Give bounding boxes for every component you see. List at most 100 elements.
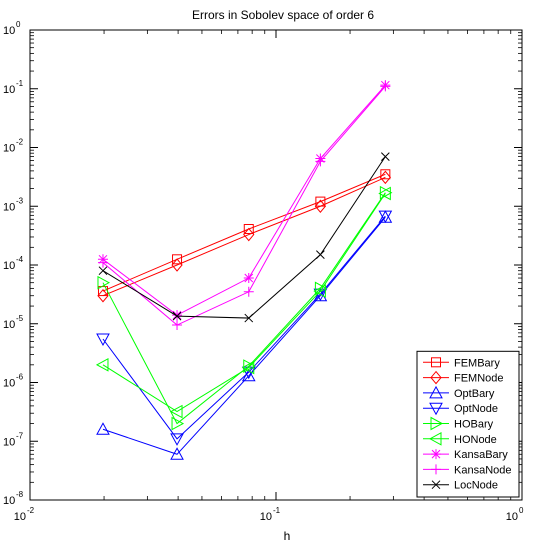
y-tick-label: 100 — [3, 20, 21, 37]
y-tick-exp: -8 — [16, 490, 24, 499]
x-tick-exp: 0 — [519, 506, 524, 515]
y-tick-exp: -7 — [16, 431, 24, 440]
data-point — [241, 360, 255, 375]
data-point — [171, 258, 183, 272]
data-point — [97, 257, 108, 268]
y-tick-label: 10-8 — [3, 490, 24, 507]
data-point — [316, 250, 325, 260]
series-locnode — [98, 152, 390, 323]
data-point — [431, 357, 441, 368]
y-tick-exp: -2 — [16, 138, 24, 147]
legend-label: KansaBary — [454, 449, 508, 461]
legend-label: FEMBary — [454, 357, 500, 369]
axis-ticks: 10-210-110010010-110-210-310-410-510-610… — [3, 20, 524, 523]
y-tick-label: 10-2 — [3, 138, 24, 155]
data-point — [172, 254, 183, 265]
x-tick-base: 10 — [506, 511, 518, 523]
legend-item-hobary: HOBary — [423, 416, 494, 431]
y-tick-label: 10-4 — [3, 255, 24, 272]
series-kansanode — [97, 81, 391, 331]
y-tick-base: 10 — [3, 143, 15, 155]
x-tick-base: 10 — [14, 511, 26, 523]
data-point — [95, 357, 109, 372]
series-optnode — [96, 210, 393, 446]
data-point — [96, 422, 110, 435]
y-tick-exp: 0 — [16, 20, 21, 29]
data-point — [380, 152, 390, 161]
data-point — [243, 286, 254, 297]
series-line-optbary — [102, 216, 386, 455]
legend-label: OptNode — [454, 403, 498, 415]
y-tick-exp: -6 — [16, 373, 24, 382]
y-tick-label: 10-7 — [3, 431, 24, 448]
data-point — [243, 227, 255, 242]
legend-box — [416, 350, 520, 498]
data-point — [97, 288, 109, 303]
series-femnode — [97, 170, 392, 303]
data-point — [379, 170, 392, 185]
data-point — [170, 433, 184, 446]
y-tick-label: 10-3 — [3, 196, 24, 213]
data-point — [314, 281, 328, 296]
data-point — [431, 464, 441, 475]
series-line-hobary — [102, 192, 386, 425]
y-tick-label: 10-5 — [3, 314, 24, 331]
data-point — [172, 320, 183, 331]
y-tick-base: 10 — [3, 319, 15, 331]
data-point — [315, 156, 326, 167]
x-tick-label: 10-2 — [14, 506, 35, 523]
data-point — [172, 311, 182, 321]
series-line-kansabary — [102, 84, 386, 316]
y-tick-exp: -4 — [16, 255, 24, 264]
data-point — [243, 273, 254, 284]
data-point — [243, 223, 254, 234]
legend-item-kansanode: KansaNode — [423, 464, 512, 476]
y-tick-exp: -5 — [16, 314, 24, 323]
data-point — [430, 416, 444, 431]
legend-item-locnode: LocNode — [423, 480, 498, 492]
chart-title: Errors in Sobolev space of order 6 — [192, 8, 374, 22]
legend: FEMBary FEMNode OptBary OptNode HOBary HONode… — [416, 350, 520, 498]
series-line-optnode — [102, 215, 386, 440]
legend-item-kansabary: KansaBary — [423, 449, 508, 461]
series-fembary — [97, 169, 391, 297]
legend-label: OptBary — [454, 388, 495, 400]
data-point — [431, 480, 441, 490]
x-tick-label: 100 — [506, 506, 524, 523]
y-tick-base: 10 — [3, 201, 15, 213]
y-tick-base: 10 — [3, 25, 15, 37]
data-point — [171, 416, 185, 431]
legend-item-optbary: OptBary — [423, 385, 495, 400]
x-tick-label: 10-1 — [260, 506, 281, 523]
data-point — [243, 359, 256, 373]
legend-item-honode: HONode — [423, 431, 497, 446]
series-kansabary — [97, 80, 391, 321]
y-tick-base: 10 — [3, 436, 15, 448]
y-tick-base: 10 — [3, 260, 15, 272]
legend-label: LocNode — [454, 480, 498, 492]
data-point — [172, 310, 183, 321]
series-honode — [95, 186, 391, 419]
data-point — [428, 431, 442, 446]
data-point — [313, 284, 326, 298]
data-point — [96, 333, 110, 347]
legend-item-femnode: FEMNode — [423, 370, 504, 385]
legend-label: KansaNode — [454, 464, 512, 476]
data-point — [244, 313, 254, 323]
series-line-kansanode — [102, 85, 386, 326]
data-point — [378, 186, 391, 201]
data-point — [378, 210, 393, 224]
legend-item-fembary: FEMBary — [423, 357, 500, 369]
series-hobary — [97, 185, 393, 431]
y-tick-label: 10-6 — [3, 373, 24, 390]
y-tick-base: 10 — [3, 495, 15, 507]
y-tick-exp: -1 — [16, 79, 24, 88]
y-tick-exp: -3 — [16, 196, 24, 205]
data-point — [170, 447, 184, 460]
legend-label: HOBary — [454, 419, 494, 431]
series-layer — [95, 80, 393, 460]
data-point — [429, 402, 443, 416]
y-tick-base: 10 — [3, 84, 15, 96]
data-point — [97, 275, 111, 290]
